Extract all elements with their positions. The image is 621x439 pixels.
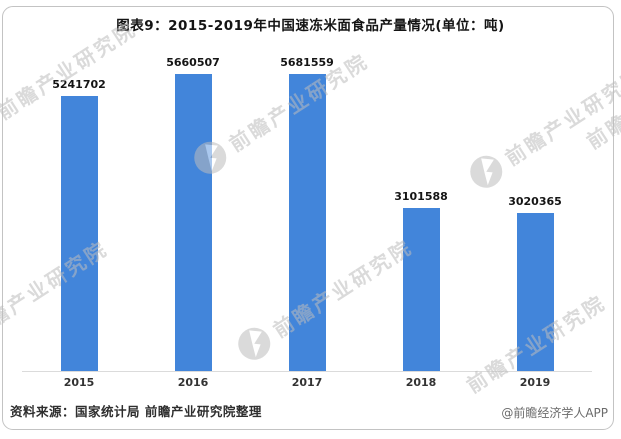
credit-label: @前瞻经济学人APP <box>501 406 608 420</box>
x-axis-label: 2016 <box>177 376 209 389</box>
plot-area: 5241702 5660507 5681559 3101588 3020365 <box>22 56 592 372</box>
bar-value-label: 5660507 <box>166 56 220 69</box>
bar-value-label: 5241702 <box>52 78 106 91</box>
source-note: 资料来源：国家统计局 前瞻产业研究院整理 <box>10 404 262 419</box>
x-axis-row: 2015 2016 2017 2018 2019 <box>22 376 592 389</box>
watermark-flag-circle-icon <box>0 102 2 149</box>
x-axis-label: 2019 <box>519 376 551 389</box>
x-axis-label: 2015 <box>63 376 95 389</box>
bar-value-label: 5681559 <box>280 56 334 69</box>
bar-column: 3020365 <box>478 56 592 371</box>
bar-column: 3101588 <box>364 56 478 371</box>
bar-2019 <box>516 213 554 371</box>
bar-2016 <box>174 74 212 371</box>
x-axis-label: 2018 <box>405 376 437 389</box>
x-axis-label: 2017 <box>291 376 323 389</box>
bar-value-label: 3101588 <box>394 190 448 203</box>
bar-2017 <box>288 74 326 371</box>
bar-column: 5681559 <box>250 56 364 371</box>
bar-column: 5241702 <box>22 56 136 371</box>
chart-title: 图表9：2015-2019年中国速冻米面食品产量情况(单位：吨) <box>116 18 505 34</box>
bar-2015 <box>60 96 98 371</box>
bar-value-label: 3020365 <box>508 195 562 208</box>
bar-column: 5660507 <box>136 56 250 371</box>
bar-2018 <box>402 208 440 371</box>
